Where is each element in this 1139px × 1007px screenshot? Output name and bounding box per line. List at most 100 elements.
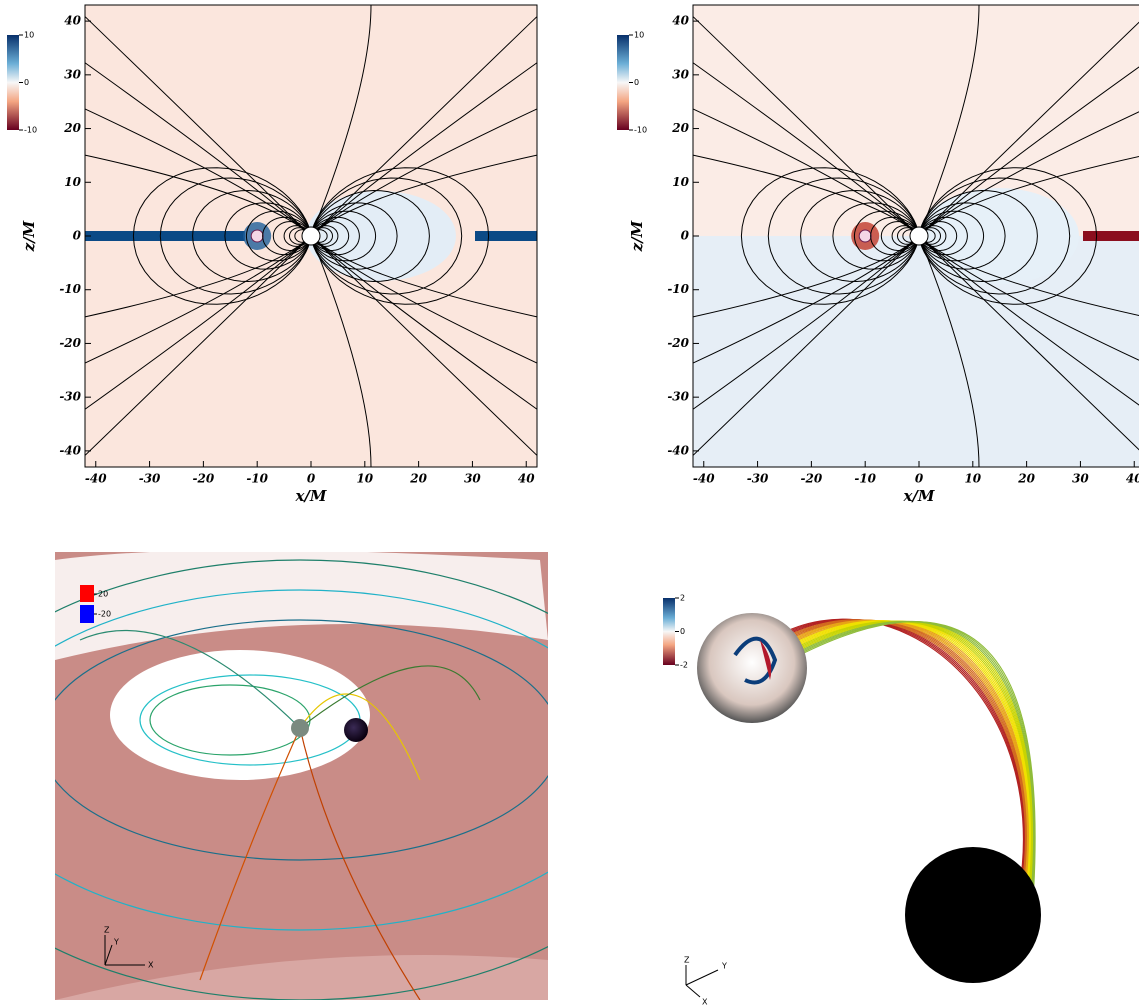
field-line [224, 202, 312, 270]
slice-panel: -40 -30 -20 -10 0 10 20 30 40 -40 -30 -20 -10 0 10 20 30… [7, 4, 538, 505]
open-field-line [310, 16, 538, 237]
x-tick-label: -30 [747, 472, 769, 486]
legend-tick-label: 20 [98, 590, 108, 599]
open-field-line [918, 21, 1139, 237]
render-3d-left: 20 -20 ZY X [55, 552, 548, 1000]
y-tick-label: 10 [672, 175, 689, 189]
field-line [918, 167, 1098, 305]
field-line [310, 202, 398, 270]
x-tick-label: 20 [1017, 472, 1035, 486]
axis-triad-label: Y [721, 962, 727, 971]
x-tick-label: -30 [139, 472, 161, 486]
axis-triad-label: X [148, 961, 154, 970]
open-field-line [918, 235, 1139, 406]
colorbar [7, 35, 19, 130]
x-tick-label: 10 [356, 472, 373, 486]
open-field-line [918, 111, 1139, 237]
field-line [310, 177, 463, 295]
open-field-line [84, 235, 312, 318]
open-field-line [310, 108, 538, 237]
field-arc [789, 621, 1036, 941]
open-field-line [310, 235, 538, 318]
x-tick-label: -20 [801, 472, 823, 486]
open-field-line [310, 235, 538, 364]
plot-bottom-half [693, 236, 1139, 467]
x-tick-label: -10 [246, 472, 268, 486]
open-field-line [310, 4, 372, 237]
y-axis-label: z/M [628, 220, 646, 252]
x-tick-label: 0 [915, 472, 924, 486]
horizon [909, 226, 929, 246]
field-line [800, 189, 920, 283]
open-field-line [918, 4, 980, 237]
y-tick-label: 20 [63, 121, 81, 135]
y-tick-label: -40 [59, 443, 81, 457]
open-field-line [918, 66, 1139, 237]
colorbar-tick-label: 2 [680, 594, 685, 603]
field-line [192, 189, 312, 283]
x-tick-label: -40 [693, 472, 715, 486]
x-tick-label: 30 [1072, 472, 1089, 486]
field-line [918, 202, 1006, 270]
x-tick-label: 10 [964, 472, 981, 486]
y-axis-label: z/M [20, 220, 38, 252]
open-field-line [692, 16, 920, 237]
open-field-line [84, 235, 312, 410]
field-line [310, 216, 360, 256]
x-tick-label: 0 [307, 472, 316, 486]
current-sheet [475, 231, 537, 241]
x-tick-label: 30 [464, 472, 481, 486]
companion [858, 229, 872, 243]
open-field-line [692, 62, 920, 237]
field-line [918, 177, 1071, 295]
plot-bottom-half [85, 236, 537, 467]
legend-tick-label: -20 [98, 610, 111, 619]
field-line [310, 167, 490, 305]
y-tick-label: -20 [667, 336, 689, 350]
y-tick-label: -10 [59, 282, 81, 296]
open-field-line [692, 108, 920, 237]
open-field-line [918, 235, 1139, 361]
slice-panel: -40 -30 -20 -10 0 10 20 30 40 -40 -30 -20 -10 0 10 20 30… [617, 4, 1139, 505]
colorbar [617, 35, 629, 130]
field-line [870, 216, 920, 256]
open-field-line [918, 235, 1139, 317]
open-field-line [692, 235, 920, 456]
current-sheet [85, 231, 245, 241]
field-line [740, 167, 920, 305]
horizon [301, 226, 321, 246]
open-field-line [84, 235, 312, 364]
field-line [832, 202, 920, 270]
open-field-line [84, 16, 312, 237]
x-tick-label: -40 [85, 472, 107, 486]
colorbar-tick-label: 0 [634, 78, 639, 87]
axis-triad-label: Z [104, 926, 110, 935]
y-tick-label: 20 [671, 121, 689, 135]
y-tick-label: 0 [73, 229, 82, 243]
open-field-line [310, 235, 538, 410]
y-tick-label: 40 [64, 14, 81, 28]
open-field-line [84, 62, 312, 237]
colorbar-tick-label: 10 [24, 31, 34, 40]
open-field-line [692, 235, 920, 364]
field-line [159, 177, 312, 295]
field-line [918, 189, 1038, 283]
y-tick-label: -20 [59, 336, 81, 350]
x-axis-label: x/M [902, 487, 934, 505]
plot-top-half [693, 5, 1139, 236]
field-line [310, 189, 430, 283]
colorbar-tick-label: -2 [680, 661, 688, 670]
axis-triad-label: Z [684, 956, 690, 965]
axis-triad-label: Y [113, 938, 119, 947]
colorbar-tick-label: -10 [634, 126, 647, 135]
open-field-line [692, 235, 920, 318]
field-line [853, 210, 920, 262]
colorbar-tick-label: 0 [24, 78, 29, 87]
y-tick-label: -30 [59, 390, 81, 404]
y-tick-label: 0 [681, 229, 690, 243]
x-tick-label: 20 [409, 472, 427, 486]
field-line [132, 167, 312, 305]
field-line [262, 216, 312, 256]
colorbar-tick-label: 10 [634, 31, 644, 40]
